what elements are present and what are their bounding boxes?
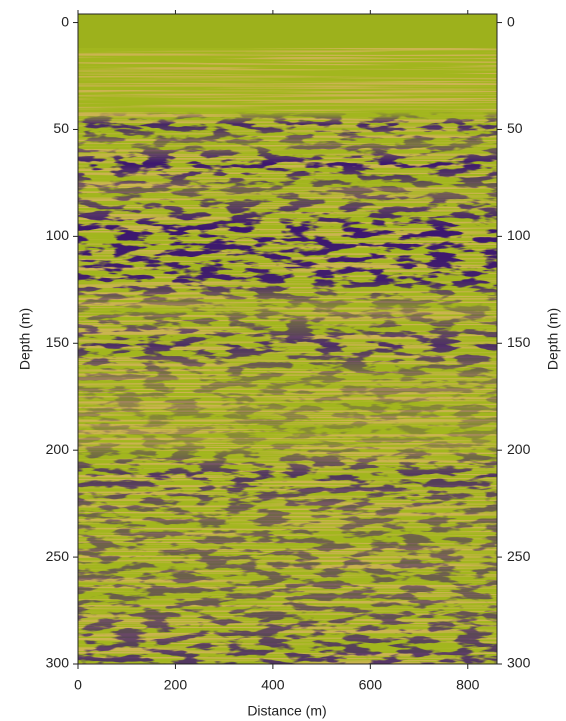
y-tick-label: 50 xyxy=(53,120,69,136)
y2-tick-label: 100 xyxy=(507,227,531,243)
x-axis-label: Distance (m) xyxy=(247,703,326,719)
y2-axis-label: Depth (m) xyxy=(545,308,561,370)
radargram-image xyxy=(77,13,498,665)
y2-tick-label: 50 xyxy=(507,120,523,136)
y-tick-label: 200 xyxy=(46,441,70,457)
y-tick-label: 300 xyxy=(46,655,70,671)
x-tick-label: 400 xyxy=(261,677,285,693)
y-tick-label: 0 xyxy=(61,13,69,29)
y2-tick-label: 150 xyxy=(507,334,531,350)
x-tick-label: 600 xyxy=(359,677,383,693)
x-tick-label: 0 xyxy=(74,677,82,693)
y-axis-label: Depth (m) xyxy=(17,308,33,370)
y2-tick-label: 250 xyxy=(507,548,531,564)
y-tick-label: 250 xyxy=(46,548,70,564)
y2-tick-label: 200 xyxy=(507,441,531,457)
y-tick-label: 150 xyxy=(46,334,70,350)
x-tick-label: 200 xyxy=(164,677,188,693)
x-tick-label: 800 xyxy=(456,677,480,693)
y2-tick-label: 0 xyxy=(507,13,515,29)
y2-tick-label: 300 xyxy=(507,655,531,671)
y-tick-label: 100 xyxy=(46,227,70,243)
